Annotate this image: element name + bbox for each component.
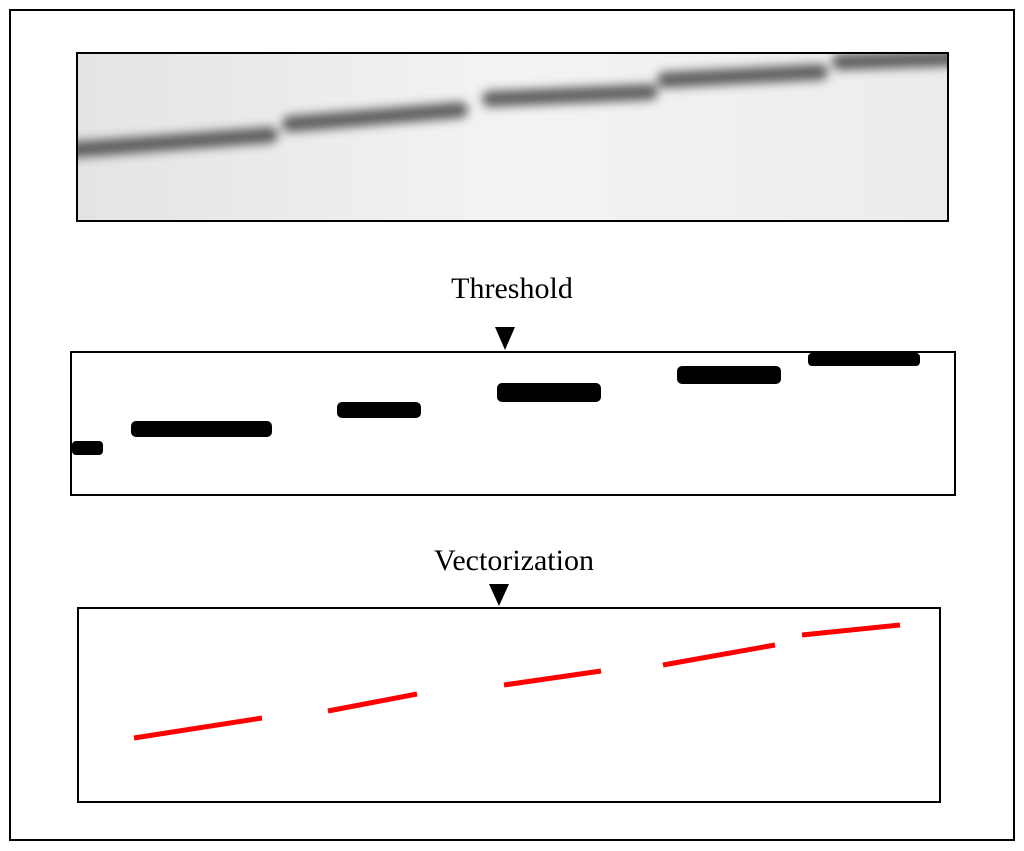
arrow <box>489 584 509 606</box>
grayscale-image <box>77 53 948 221</box>
arrow <box>495 327 515 350</box>
vector-lines <box>133 622 901 741</box>
step-label: Threshold <box>451 272 573 305</box>
threshold-blobs <box>72 353 920 455</box>
step-label: Vectorization <box>434 544 594 577</box>
panel-frame <box>77 607 941 803</box>
panel-frame <box>76 52 949 222</box>
